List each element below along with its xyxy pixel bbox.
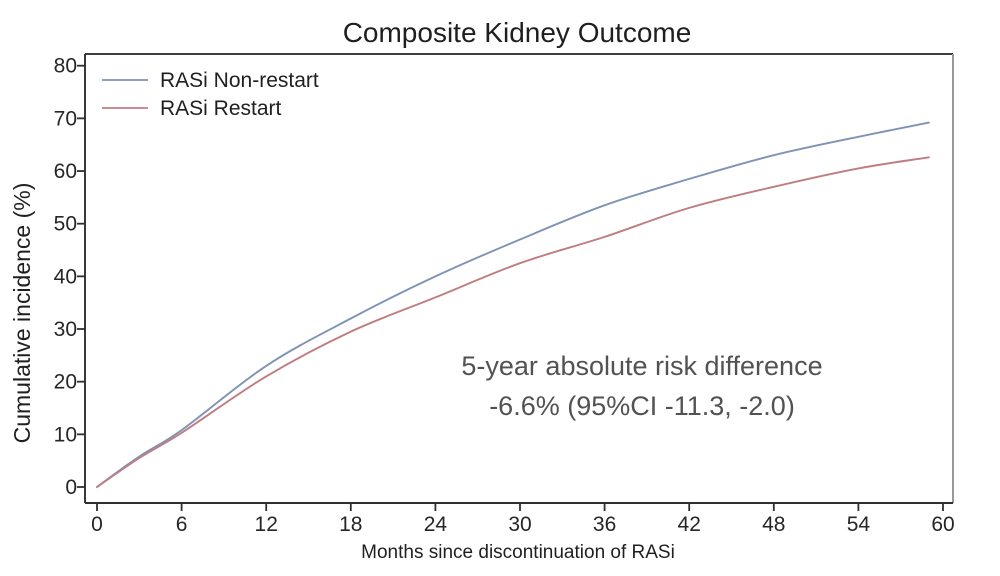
plot-area: 0 6 12 18 24 30 36 42 48 54 60 0 10 20 30 40 50 60 70 80 xyxy=(54,53,955,536)
chart-title: Composite Kidney Outcome xyxy=(343,17,692,48)
series-line-rasi-non-restart xyxy=(96,121,930,488)
y-tick-label: 40 xyxy=(54,265,77,288)
x-tick-label: 36 xyxy=(593,513,616,536)
risk-difference-annotation: 5-year absolute risk difference -6.6% (9… xyxy=(461,351,822,421)
x-tick-label: 18 xyxy=(339,513,362,536)
y-tick-label: 60 xyxy=(54,160,77,183)
x-tick-label: 30 xyxy=(508,513,531,536)
y-tick-label: 20 xyxy=(54,371,77,394)
legend-label-non-restart: RASi Non-restart xyxy=(160,69,319,92)
x-tick-label: 24 xyxy=(424,513,448,536)
x-tick-label: 6 xyxy=(176,513,188,536)
legend-label-restart: RASi Restart xyxy=(160,97,282,120)
annotation-line-1: 5-year absolute risk difference xyxy=(461,351,822,381)
series-line-rasi-restart xyxy=(96,156,930,488)
y-tick-label: 10 xyxy=(54,423,77,446)
x-tick-label: 60 xyxy=(931,513,954,536)
y-tick-label: 80 xyxy=(54,55,77,78)
x-tick-label: 54 xyxy=(847,513,871,536)
y-tick-label: 50 xyxy=(54,213,77,236)
y-tick-label: 30 xyxy=(54,318,77,341)
x-tick-label: 48 xyxy=(762,513,785,536)
y-axis-label: Cumulative incidence (%) xyxy=(9,183,35,444)
x-tick-label: 42 xyxy=(678,513,701,536)
legend: RASi Non-restart RASi Restart xyxy=(102,69,319,120)
y-tick-label: 0 xyxy=(65,476,77,499)
x-tick-label: 0 xyxy=(91,513,103,536)
y-tick-label: 70 xyxy=(54,107,77,130)
x-axis-label: Months since discontinuation of RASi xyxy=(361,542,675,563)
x-tick-label: 12 xyxy=(255,513,278,536)
annotation-line-2: -6.6% (95%CI -11.3, -2.0) xyxy=(489,391,795,421)
